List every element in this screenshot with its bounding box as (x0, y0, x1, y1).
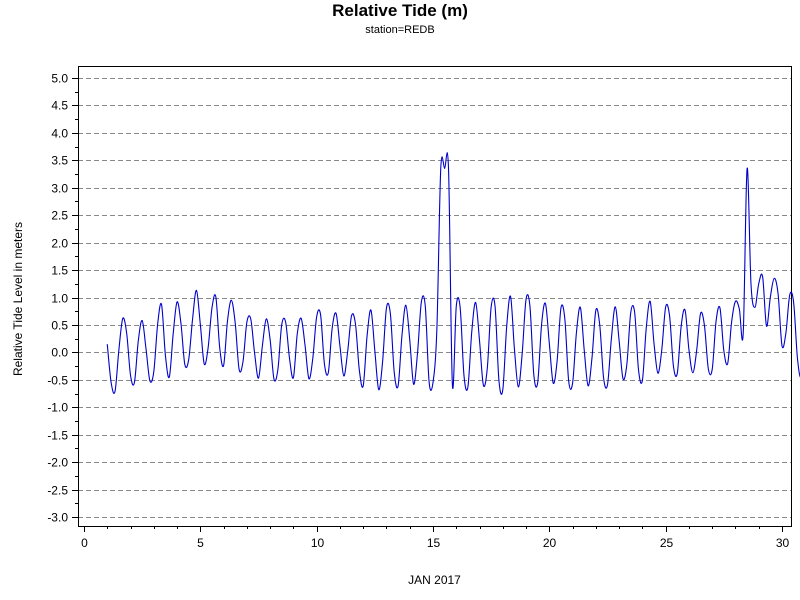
y-tick-label: 4.5 (51, 99, 68, 113)
y-tick-label: 3.0 (51, 182, 68, 196)
y-tick-label: 1.5 (51, 264, 68, 278)
plot-frame (78, 66, 792, 527)
x-tick-label: 15 (427, 536, 441, 550)
x-axis-label: JAN 2017 (408, 573, 461, 587)
x-axis: 0 5 10 15 20 25 30 (81, 526, 789, 550)
x-tick-label: 25 (660, 536, 674, 550)
tide-series-line (106, 151, 800, 395)
y-tick-label: -2.0 (47, 456, 68, 470)
chart-title: Relative Tide (m) (332, 1, 468, 20)
y-tick-label: 0.0 (51, 346, 68, 360)
x-tick-label: 20 (543, 536, 557, 550)
y-tick-label: 5.0 (51, 72, 68, 86)
y-tick-label: -0.5 (47, 374, 68, 388)
x-tick-label: 30 (776, 536, 790, 550)
x-tick-label: 10 (311, 536, 325, 550)
y-tick-label: -3.0 (47, 511, 68, 525)
y-tick-label: 0.5 (51, 319, 68, 333)
grid-lines (78, 78, 791, 518)
y-tick-label: 3.5 (51, 154, 68, 168)
x-tick-label: 5 (197, 536, 204, 550)
chart-subtitle: station=REDB (365, 24, 435, 36)
y-tick-label: -1.5 (47, 429, 68, 443)
plot-series (106, 151, 800, 395)
y-tick-label: -2.5 (47, 484, 68, 498)
y-axis: -3.0 -2.5 -2.0 -1.5 -1.0 -0.5 0.0 0.5 1.0 1.5 2.0 2… (47, 72, 78, 525)
y-tick-label: 1.0 (51, 292, 68, 306)
y-tick-label: 2.0 (51, 237, 68, 251)
y-tick-label: 2.5 (51, 209, 68, 223)
x-tick-label: 0 (81, 536, 88, 550)
y-tick-label: -1.0 (47, 401, 68, 415)
y-tick-label: 4.0 (51, 127, 68, 141)
